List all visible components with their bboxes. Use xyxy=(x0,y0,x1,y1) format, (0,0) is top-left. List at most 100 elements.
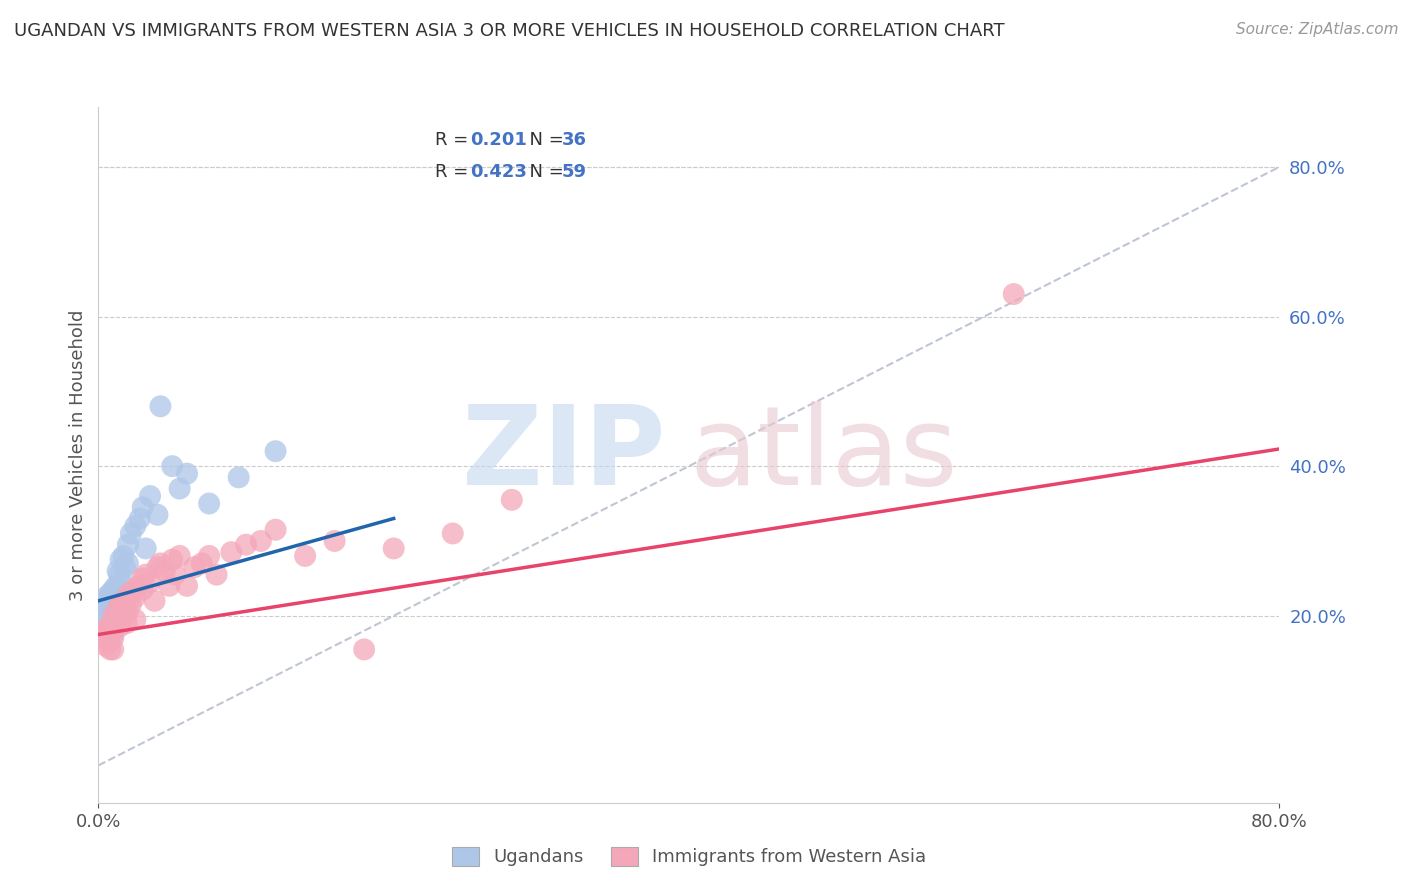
Point xyxy=(135,567,157,582)
Point xyxy=(228,470,250,484)
Point xyxy=(103,642,125,657)
Point xyxy=(135,541,157,556)
Point xyxy=(97,598,120,612)
Y-axis label: 3 or more Vehicles in Household: 3 or more Vehicles in Household xyxy=(69,310,87,600)
Point xyxy=(103,627,125,641)
Point xyxy=(112,549,135,563)
Point xyxy=(94,608,117,623)
Point xyxy=(353,642,375,657)
Text: 0.423: 0.423 xyxy=(471,162,527,181)
Point xyxy=(117,557,139,571)
Point xyxy=(146,508,169,522)
Point xyxy=(191,557,214,571)
Point xyxy=(98,642,121,657)
Point xyxy=(103,608,125,623)
Point xyxy=(235,538,257,552)
Point xyxy=(382,541,405,556)
Point xyxy=(107,601,129,615)
Point xyxy=(107,564,129,578)
Point xyxy=(169,482,191,496)
Point xyxy=(110,598,132,612)
Text: UGANDAN VS IMMIGRANTS FROM WESTERN ASIA 3 OR MORE VEHICLES IN HOUSEHOLD CORRELAT: UGANDAN VS IMMIGRANTS FROM WESTERN ASIA … xyxy=(14,22,1005,40)
Point xyxy=(108,567,131,582)
Point xyxy=(93,624,115,638)
Point xyxy=(205,567,228,582)
Point xyxy=(103,582,125,597)
Point xyxy=(94,601,117,615)
Point xyxy=(105,579,128,593)
Point xyxy=(1002,287,1025,301)
Point xyxy=(120,598,142,612)
Point xyxy=(127,579,149,593)
Point xyxy=(117,605,139,619)
Point xyxy=(112,594,135,608)
Point xyxy=(198,549,221,563)
Point xyxy=(128,511,150,525)
Text: N =: N = xyxy=(517,131,569,149)
Point xyxy=(162,459,183,474)
Point xyxy=(108,620,131,634)
Point xyxy=(124,590,146,604)
Point xyxy=(97,620,120,634)
Point xyxy=(149,557,172,571)
Point xyxy=(118,586,141,600)
Point xyxy=(169,549,191,563)
Point xyxy=(165,567,187,582)
Point xyxy=(120,526,142,541)
Point xyxy=(97,613,120,627)
Point xyxy=(153,564,176,578)
Point xyxy=(96,631,118,645)
Point xyxy=(122,582,145,597)
Point xyxy=(103,608,125,623)
Point xyxy=(98,586,121,600)
Point xyxy=(91,627,114,641)
Point xyxy=(114,598,136,612)
Point xyxy=(117,590,139,604)
Point xyxy=(501,492,523,507)
Point xyxy=(176,467,198,481)
Point xyxy=(323,533,346,548)
Point xyxy=(105,594,128,608)
Point xyxy=(94,594,117,608)
Point xyxy=(162,552,183,566)
Point xyxy=(114,560,136,574)
Point xyxy=(124,613,146,627)
Point xyxy=(294,549,316,563)
Text: N =: N = xyxy=(517,162,569,181)
Point xyxy=(264,523,287,537)
Point xyxy=(250,533,273,548)
Point xyxy=(157,579,180,593)
Point xyxy=(132,500,155,515)
Point xyxy=(115,616,138,631)
Point xyxy=(103,631,125,645)
Point xyxy=(441,526,464,541)
Point xyxy=(139,575,162,590)
Point xyxy=(183,560,205,574)
Point xyxy=(110,552,132,566)
Point xyxy=(110,608,132,623)
Point xyxy=(111,575,134,590)
Text: ZIP: ZIP xyxy=(463,401,665,508)
Point xyxy=(105,613,128,627)
Text: 0.201: 0.201 xyxy=(471,131,527,149)
Point xyxy=(139,489,162,503)
Text: R =: R = xyxy=(434,162,474,181)
Point xyxy=(103,594,125,608)
Point xyxy=(100,616,122,631)
Legend: Ugandans, Immigrants from Western Asia: Ugandans, Immigrants from Western Asia xyxy=(441,836,936,877)
Point xyxy=(97,635,120,649)
Point xyxy=(98,620,121,634)
Text: atlas: atlas xyxy=(689,401,957,508)
Point xyxy=(176,579,198,593)
Point xyxy=(94,639,117,653)
Point xyxy=(114,608,136,623)
Point xyxy=(111,605,134,619)
Point xyxy=(94,590,117,604)
Point xyxy=(264,444,287,458)
Text: 59: 59 xyxy=(561,162,586,181)
Text: Source: ZipAtlas.com: Source: ZipAtlas.com xyxy=(1236,22,1399,37)
Point xyxy=(219,545,242,559)
Point xyxy=(117,538,139,552)
Point xyxy=(132,571,155,585)
Point xyxy=(149,399,172,413)
